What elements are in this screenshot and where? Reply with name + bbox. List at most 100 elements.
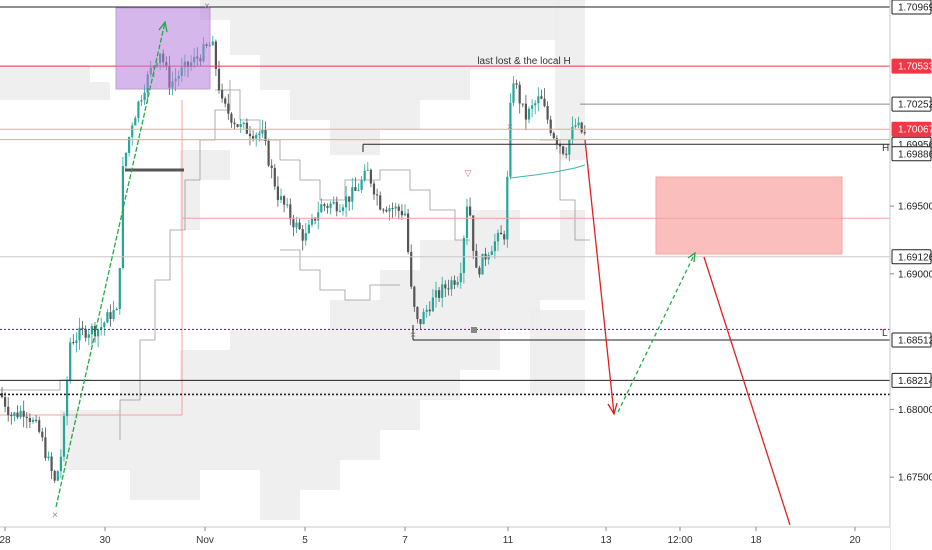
- candle-body: [224, 98, 227, 104]
- candle-body: [100, 327, 103, 330]
- swing-arrowhead: [158, 20, 168, 33]
- candle-body: [47, 456, 50, 459]
- low-marker-label: L: [882, 328, 888, 339]
- candle-body: [335, 201, 338, 212]
- candle-body: [552, 133, 555, 139]
- target-zone-box[interactable]: [655, 176, 843, 255]
- candle-body: [217, 68, 221, 91]
- time-tick-label: 7: [402, 535, 408, 546]
- volume-profile-region: [180, 150, 230, 230]
- candle-body: [93, 326, 97, 337]
- volume-profile-region: [240, 210, 585, 520]
- candle-body: [137, 101, 140, 118]
- candle-body: [22, 410, 25, 417]
- candle-body: [394, 206, 397, 209]
- candle-body: [115, 309, 118, 311]
- candle-body: [310, 217, 314, 225]
- candle-body: [329, 203, 332, 208]
- candle-body: [543, 98, 546, 107]
- candle-body: [211, 41, 214, 46]
- x-marker: ×: [410, 330, 416, 341]
- candle-body: [69, 342, 72, 381]
- step-outline: [215, 89, 470, 241]
- candle-body: [565, 153, 568, 155]
- price-tick-label: 1.67500: [898, 473, 932, 484]
- candle-body: [450, 280, 453, 290]
- price-tag[interactable]: [891, 121, 932, 137]
- candle-body: [295, 222, 298, 228]
- candle-body: [422, 311, 425, 325]
- candle-body: [369, 169, 372, 184]
- candle-body: [87, 334, 90, 338]
- projection-down-arrowhead: [607, 402, 618, 416]
- candle-body: [357, 189, 360, 191]
- projection-down-arrow[interactable]: [584, 139, 615, 415]
- candle-body: [10, 415, 13, 417]
- candle-body: [255, 134, 258, 139]
- price-tag-label: 1.69886: [898, 149, 932, 160]
- candle-body: [4, 397, 7, 407]
- candle-body: [400, 210, 403, 216]
- candle-body: [53, 471, 56, 481]
- x-marker: ×: [507, 122, 513, 133]
- price-tag[interactable]: [891, 58, 932, 74]
- candle-body: [379, 195, 382, 210]
- candle-body: [583, 132, 586, 134]
- candle-body: [320, 204, 323, 213]
- candle-body: [515, 83, 518, 85]
- price-tag[interactable]: [891, 0, 932, 15]
- purple-zone-box[interactable]: [115, 7, 211, 90]
- candle-body: [261, 130, 264, 134]
- candle-body: [348, 196, 351, 202]
- candle-body: [478, 267, 481, 275]
- candle-body: [413, 286, 416, 307]
- candle-body: [441, 284, 444, 298]
- candle-body: [273, 167, 276, 187]
- candle-body: [472, 215, 475, 251]
- candle-body: [134, 117, 137, 126]
- candle-body: [332, 201, 335, 204]
- projection-final-line[interactable]: [703, 256, 791, 526]
- time-axis[interactable]: [0, 527, 890, 550]
- price-tag-label: 1.70533: [898, 62, 932, 73]
- candle-body: [376, 194, 379, 196]
- projection-up-arrow[interactable]: [617, 252, 696, 413]
- candle-body: [469, 206, 472, 216]
- projection-up-arrowhead: [687, 251, 696, 263]
- price-tag[interactable]: [891, 332, 932, 348]
- candle-body: [546, 106, 549, 120]
- candle-body: [496, 232, 500, 242]
- candle-body: [382, 209, 385, 211]
- candle-body: [44, 437, 47, 459]
- candle-body: [66, 380, 69, 417]
- candle-body: [35, 419, 38, 421]
- candle-body: [465, 206, 469, 238]
- price-tag[interactable]: [891, 96, 932, 112]
- candle-body: [345, 196, 348, 208]
- candle-body: [317, 212, 320, 221]
- price-axis[interactable]: [890, 0, 932, 550]
- candle-body: [97, 329, 100, 337]
- candle-body: [562, 146, 565, 154]
- candle-body: [59, 456, 62, 472]
- price-tag[interactable]: [891, 249, 932, 265]
- candle-body: [438, 290, 441, 298]
- high-marker-label: H: [882, 143, 889, 154]
- time-tick-label: 13: [600, 535, 612, 546]
- candle-body: [366, 169, 369, 171]
- step-outline: [280, 249, 400, 301]
- candle-body: [75, 340, 78, 344]
- volume-profile-region: [0, 65, 110, 100]
- candle-body: [7, 406, 10, 416]
- swing-trendline[interactable]: [55, 21, 166, 508]
- candle-body: [292, 219, 295, 228]
- candle-body: [304, 233, 307, 241]
- annotation-text: last lost & the local H: [477, 56, 570, 67]
- candle-body: [41, 431, 44, 438]
- price-tag[interactable]: [891, 146, 932, 162]
- candle-body: [56, 471, 59, 481]
- price-tag[interactable]: [891, 372, 932, 388]
- candle-body: [103, 322, 106, 328]
- candle-body: [506, 176, 509, 240]
